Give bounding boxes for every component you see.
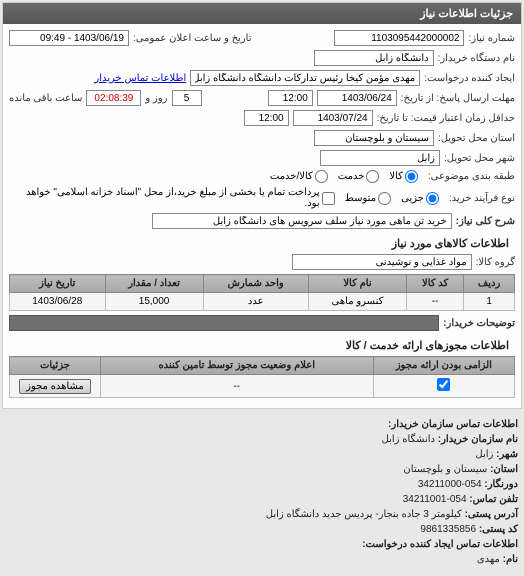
footer: اطلاعات تماس سازمان خریدار: نام سازمان خ… — [0, 411, 524, 573]
province-input — [314, 130, 434, 146]
category-label: طبقه بندی موضوعی: — [428, 171, 515, 182]
remain-time — [86, 90, 141, 106]
need-number-input — [334, 30, 464, 46]
th-details: جزئیات — [10, 357, 101, 375]
process-label: نوع فرآیند خرید: — [449, 193, 515, 204]
validity-date-input — [293, 110, 373, 126]
deadline-date-input — [317, 90, 397, 106]
view-permit-button[interactable]: مشاهده مجوز — [19, 379, 91, 394]
need-number-label: شماره نیاز: — [468, 33, 515, 44]
table-row: 1 -- کنسرو ماهی عدد 15,000 1403/06/28 — [10, 293, 515, 311]
remain-days-label: روز و — [145, 93, 167, 104]
th-required: الزامی بودن ارائه مجوز — [373, 357, 514, 375]
purchase-notes-box — [9, 315, 439, 331]
th-unit: واحد شمارش — [203, 275, 308, 293]
proc-cash-radio[interactable]: جزیی — [401, 192, 439, 205]
proc-medium-radio[interactable]: متوسط — [345, 192, 391, 205]
remain-time-label: ساعت باقی مانده — [9, 93, 82, 104]
cat-goods-radio[interactable]: کالا — [389, 170, 418, 183]
goods-group-label: گروه کالا: — [476, 257, 515, 268]
deadline-time-input — [268, 90, 313, 106]
cat-both-radio[interactable]: کالا/خدمت — [270, 170, 328, 183]
panel-header: جزئیات اطلاعات نیاز — [3, 3, 521, 24]
buyer-device-input — [314, 50, 434, 66]
validity-label: حداقل زمان اعتبار قیمت: تا تاریخ: — [377, 113, 515, 124]
announce-label: تاریخ و ساعت اعلان عمومی: — [133, 33, 252, 44]
footer-requester-title: اطلاعات تماس ایجاد کننده درخواست: — [362, 539, 518, 550]
purchase-notes-label: توضیحات خریدار: — [443, 318, 515, 329]
th-name: نام کالا — [308, 275, 406, 293]
th-qty: تعداد / مقدار — [105, 275, 203, 293]
th-code: کد کالا — [407, 275, 464, 293]
footer-title: اطلاعات تماس سازمان خریدار: — [388, 419, 518, 430]
cat-service-radio[interactable]: خدمت — [338, 170, 380, 183]
announce-input — [9, 30, 129, 46]
city-input — [320, 150, 440, 166]
need-title-label: شرح کلی نیاز: — [456, 216, 515, 227]
creator-input — [190, 70, 420, 86]
province-label: استان محل تحویل: — [438, 133, 515, 144]
th-date: تاریخ نیاز — [10, 275, 106, 293]
buyer-device-label: نام دستگاه خریدار: — [438, 53, 515, 64]
goods-section-title: اطلاعات کالاهای مورد نیاز — [9, 233, 515, 254]
deadline-reply-label: مهلت ارسال پاسخ: از تاریخ: — [401, 93, 515, 104]
table-row: -- مشاهده مجوز — [10, 375, 515, 398]
buyer-contact-link[interactable]: اطلاعات تماس خریدار — [94, 73, 186, 84]
creator-label: ایجاد کننده درخواست: — [424, 73, 515, 84]
perm-required-check[interactable] — [437, 378, 450, 391]
permits-table: الزامی بودن ارائه مجوز اعلام وضعیت مجوز … — [9, 356, 515, 398]
goods-group-input — [292, 254, 472, 270]
proc-note-check[interactable]: پرداخت تمام یا بخشی از مبلغ خرید،از محل … — [9, 187, 335, 209]
validity-time-input — [244, 110, 289, 126]
th-row: ردیف — [464, 275, 515, 293]
permits-section-title: اطلاعات مجوزهای ارائه خدمت / کالا — [9, 335, 515, 356]
goods-table: ردیف کد کالا نام کالا واحد شمارش تعداد /… — [9, 274, 515, 311]
remain-days — [172, 90, 202, 106]
th-status: اعلام وضعیت مجوز توسط تامین کننده — [100, 357, 373, 375]
city-label: شهر محل تحویل: — [444, 153, 515, 164]
need-title-input — [152, 213, 452, 229]
